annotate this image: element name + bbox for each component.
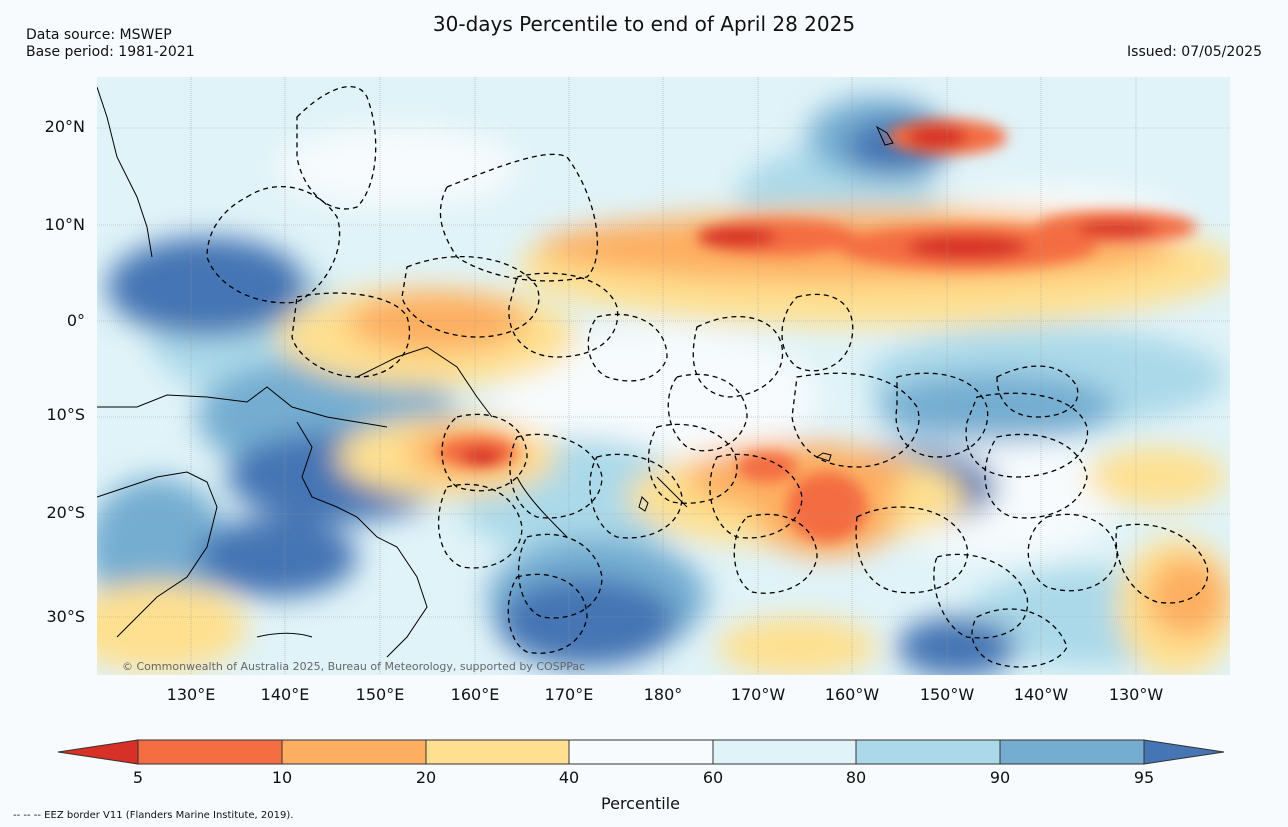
colorbar-90-95: [999, 739, 1145, 765]
lon-label-150e: 150°E: [355, 685, 405, 704]
issued-date: Issued: 07/05/2025: [1127, 44, 1262, 60]
colorbar-tick-20: 20: [415, 768, 437, 787]
eez-legend-note: -- -- -- EEZ border V11 (Flanders Marine…: [13, 810, 294, 821]
colorbar-tick-95: 95: [1133, 768, 1155, 787]
lon-label-140w: 140°W: [1013, 685, 1069, 704]
lat-label-20s: 20°S: [46, 503, 85, 522]
lon-label-160w: 160°W: [824, 685, 880, 704]
colorbar-tick-5: 5: [132, 768, 144, 787]
colorbar-5-10: [137, 739, 283, 765]
colorbar-title: Percentile: [601, 794, 680, 813]
lat-label-0: 0°: [66, 311, 85, 330]
colorbar-tick-80: 80: [845, 768, 867, 787]
copyright-note: © Commonwealth of Australia 2025, Bureau…: [122, 660, 586, 673]
colorbar-80-90: [855, 739, 1001, 765]
lat-label-10s: 10°S: [46, 405, 85, 424]
colorbar-20-40: [425, 739, 570, 765]
colorbar-tick-10: 10: [271, 768, 293, 787]
colorbar-tick-90: 90: [989, 768, 1011, 787]
lat-label-10n: 10°N: [44, 215, 85, 234]
lat-label-30s: 30°S: [46, 607, 85, 626]
colorbar: [57, 739, 1225, 765]
colorbar-tick-60: 60: [702, 768, 724, 787]
data-source-label: Data source: MSWEP: [26, 27, 172, 43]
lon-label-170e: 170°E: [544, 685, 594, 704]
lon-label-170w: 170°W: [730, 685, 786, 704]
colorbar-below5: [57, 739, 139, 765]
lon-label-180: 180°: [643, 685, 683, 704]
data-source-info: Data source: MSWEP Base period: 1981-202…: [26, 27, 195, 61]
percentile-map: [97, 77, 1230, 675]
colorbar-above95: [1143, 739, 1225, 765]
lon-label-130e: 130°E: [166, 685, 216, 704]
base-period-label: Base period: 1981-2021: [26, 44, 195, 60]
coastlines: [97, 86, 894, 658]
lon-label-130w: 130°W: [1108, 685, 1164, 704]
colorbar-10-20: [281, 739, 427, 765]
lon-label-140e: 140°E: [260, 685, 310, 704]
colorbar-60-80: [712, 739, 857, 765]
lon-label-160e: 160°E: [450, 685, 500, 704]
lat-label-20n: 20°N: [44, 117, 85, 136]
lon-label-150w: 150°W: [919, 685, 975, 704]
eez-borders: [206, 86, 1209, 668]
map-title: 30-days Percentile to end of April 28 20…: [432, 12, 856, 36]
colorbar-tick-40: 40: [558, 768, 580, 787]
colorbar-40-60: [568, 739, 714, 765]
